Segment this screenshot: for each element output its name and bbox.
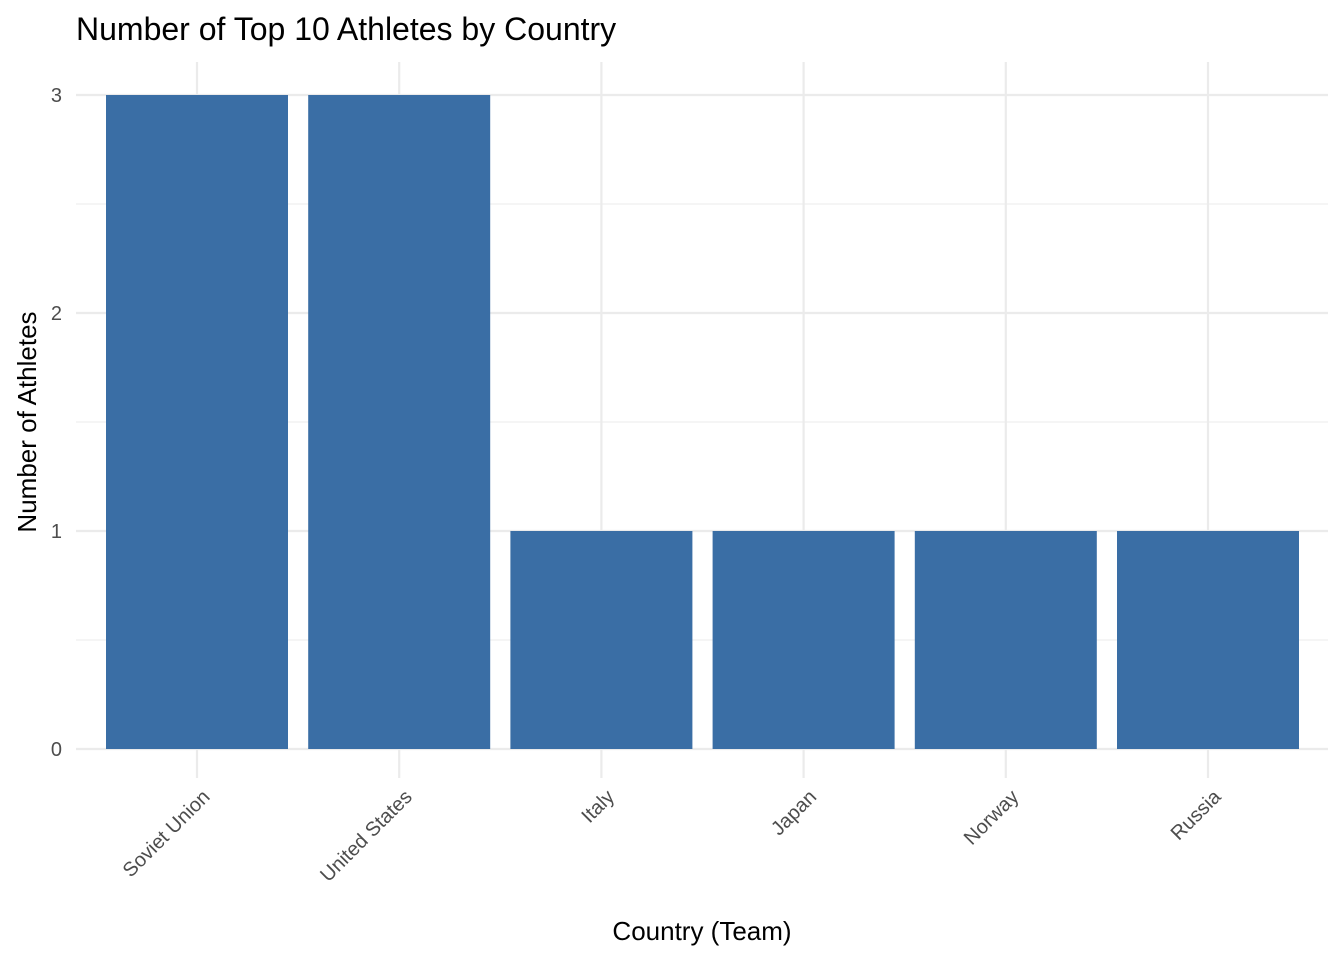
x-tick-label: United States bbox=[316, 786, 416, 886]
bar-japan bbox=[712, 531, 895, 749]
y-tick-label: 3 bbox=[51, 85, 62, 107]
chart-title: Number of Top 10 Athletes by Country bbox=[76, 11, 616, 47]
y-tick-label: 0 bbox=[51, 739, 62, 761]
x-axis-title: Country (Team) bbox=[612, 916, 791, 946]
bar-united-states bbox=[308, 95, 491, 749]
y-tick-label: 1 bbox=[51, 521, 62, 543]
bar-russia bbox=[1117, 531, 1299, 749]
x-tick-label: Russia bbox=[1167, 785, 1226, 844]
x-tick-label: Japan bbox=[767, 786, 821, 840]
x-tick-label: Norway bbox=[960, 786, 1023, 849]
y-axis-title: Number of Athletes bbox=[12, 311, 42, 532]
bar-soviet-union bbox=[106, 95, 288, 749]
bars bbox=[106, 95, 1299, 749]
bar-norway bbox=[914, 531, 1097, 749]
x-axis-ticks: Soviet Union United States Italy Japan Norwa… bbox=[119, 785, 1226, 886]
bar-italy bbox=[510, 531, 693, 749]
y-axis-ticks: 0 1 2 3 bbox=[51, 85, 62, 761]
x-tick-label: Italy bbox=[577, 786, 618, 827]
x-tick-label: Soviet Union bbox=[119, 786, 215, 882]
y-tick-label: 2 bbox=[51, 303, 62, 325]
